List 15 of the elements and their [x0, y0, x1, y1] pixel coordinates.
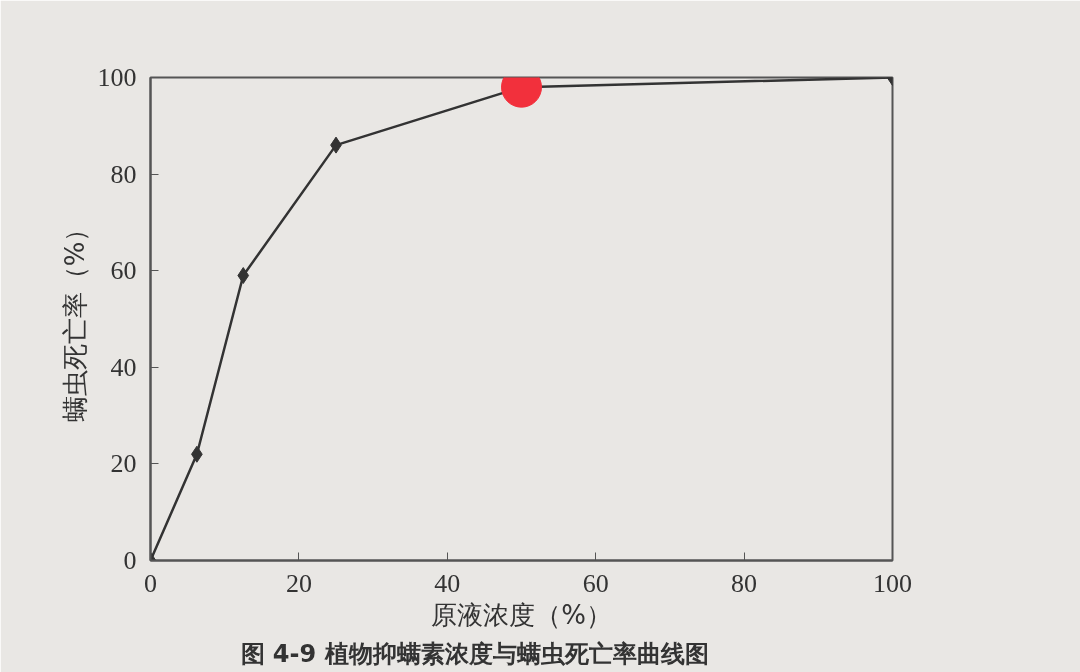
y-tick-label: 60: [110, 256, 137, 286]
y-tick-label: 20: [110, 449, 137, 479]
y-tick-label: 100: [97, 63, 137, 92]
x-tick-label: 40: [434, 568, 461, 598]
x-tick-label: 20: [285, 568, 312, 598]
x-tick-label: 60: [582, 568, 609, 598]
y-tick-label: 0: [123, 546, 137, 575]
x-axis-title: 原液浓度（%）: [431, 599, 612, 630]
x-tick-label: 100: [873, 568, 912, 598]
y-tick-label: 40: [110, 352, 137, 382]
y-tick-label: 80: [110, 159, 137, 189]
x-tick-label: 80: [731, 568, 758, 598]
x-tick-label: 0: [144, 568, 157, 598]
y-axis-title: 螨虫死亡率（%）: [59, 215, 90, 423]
text: 图 4-9 植物抑螨素浓度与螨虫死亡率曲线图: [240, 639, 709, 668]
